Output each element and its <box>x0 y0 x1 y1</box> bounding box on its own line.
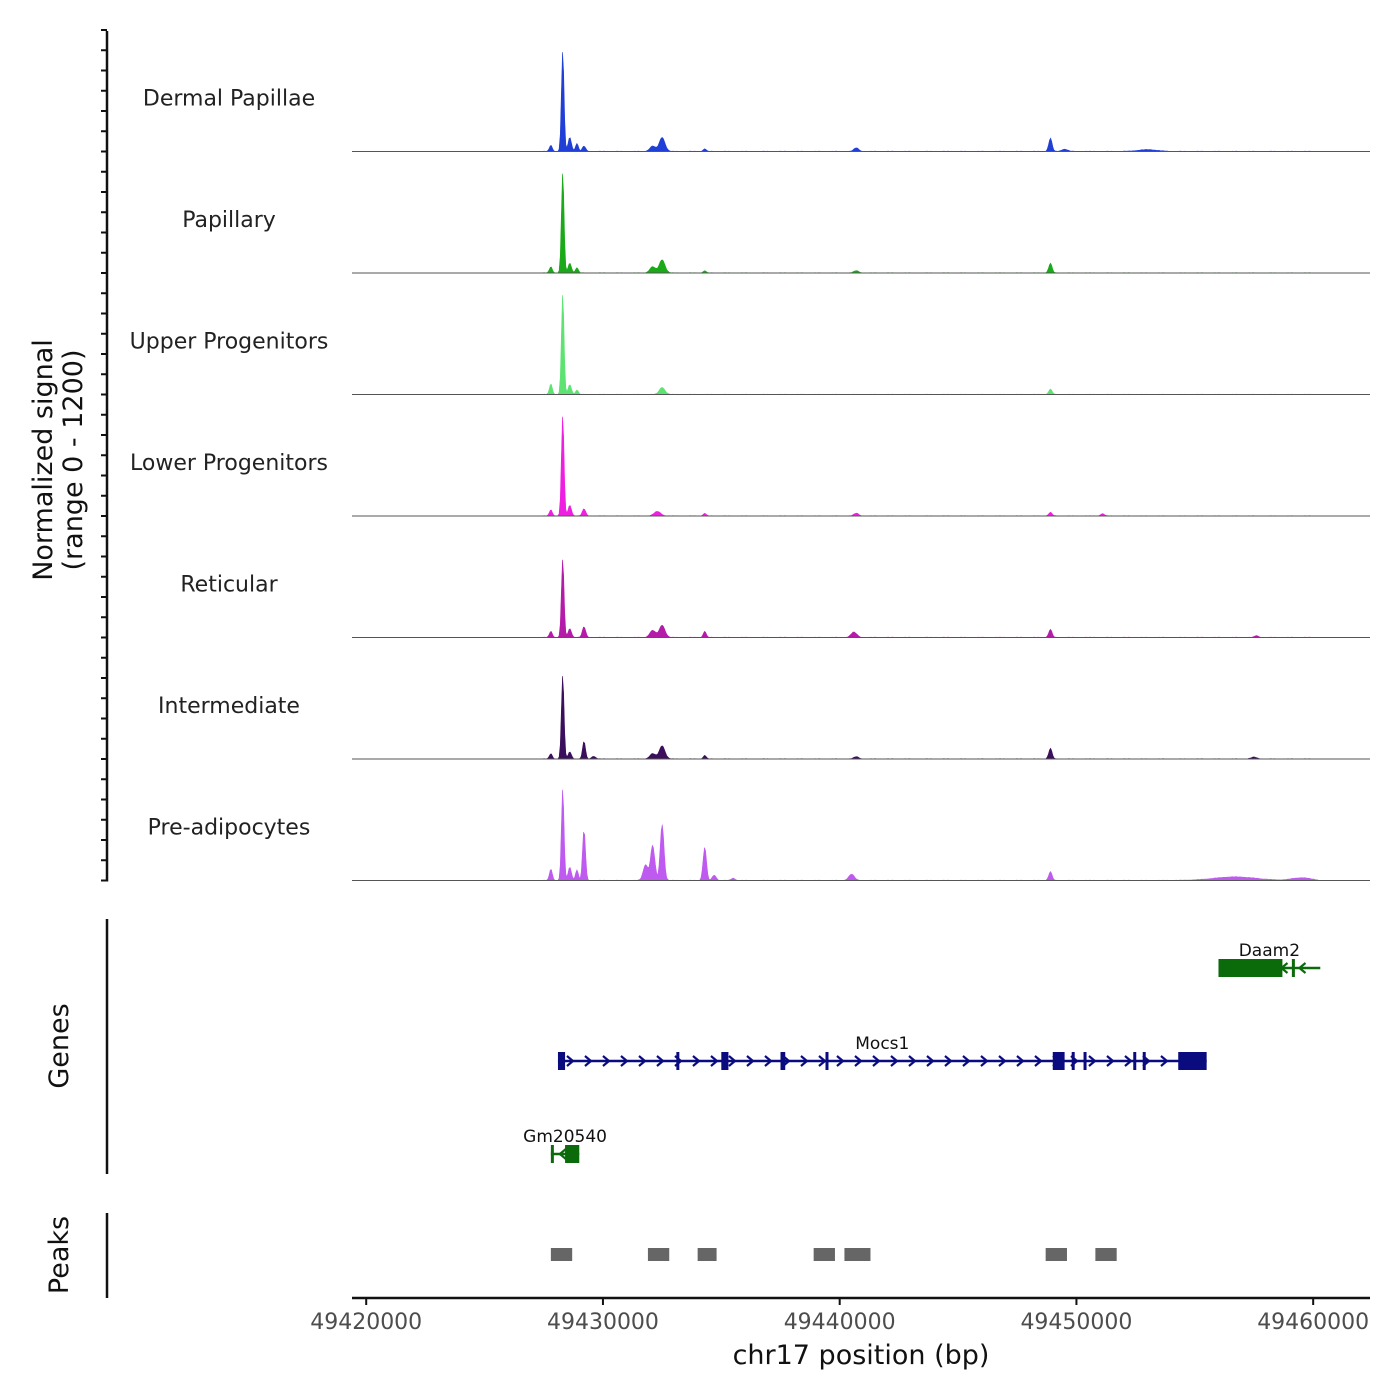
signal-area <box>541 559 1319 638</box>
peak-region <box>550 1248 573 1261</box>
strand-arrow <box>854 1055 863 1067</box>
gene-gm20540: Gm20540 <box>523 1127 607 1163</box>
track-label: Intermediate <box>158 694 300 719</box>
gene-exon <box>1133 1052 1137 1070</box>
peak-region <box>647 1248 670 1261</box>
strand-arrow <box>656 1055 665 1067</box>
strand-arrow <box>764 1055 773 1067</box>
strand-arrow <box>584 1055 593 1067</box>
peaks-track <box>550 1248 1117 1261</box>
peaks-track-label: Peaks <box>44 1216 75 1294</box>
signal-area <box>541 52 1319 152</box>
track-intermediate: Intermediate <box>158 676 1370 760</box>
gene-exon <box>550 1145 554 1163</box>
strand-arrow <box>602 1055 611 1067</box>
x-tick-label: 49460000 <box>1257 1310 1369 1335</box>
strand-arrow <box>908 1055 917 1067</box>
strand-arrow <box>962 1055 971 1067</box>
track-pre-adipocytes: Pre-adipocytes <box>148 789 1370 881</box>
x-tick-label: 49430000 <box>547 1310 659 1335</box>
x-axis-label: chr17 position (bp) <box>733 1340 990 1371</box>
signal-area <box>541 173 1319 274</box>
strand-arrow <box>1160 1055 1169 1067</box>
track-label: Dermal Papillae <box>143 87 315 112</box>
gene-exon <box>1052 1052 1065 1070</box>
peak-region <box>697 1248 717 1261</box>
gene-exon <box>721 1052 729 1070</box>
gene-exon <box>1142 1052 1146 1070</box>
strand-arrow <box>746 1055 755 1067</box>
strand-arrow <box>558 1148 567 1160</box>
gene-exon <box>676 1052 680 1070</box>
track-reticular: Reticular <box>180 559 1370 638</box>
strand-arrow <box>1034 1055 1043 1067</box>
gene-exon <box>1178 1052 1207 1070</box>
strand-arrow <box>998 1055 1007 1067</box>
gene-exon <box>1218 959 1283 977</box>
x-tick-label: 49450000 <box>1020 1310 1132 1335</box>
track-papillary: Papillary <box>182 173 1370 274</box>
gene-exon <box>557 1052 566 1070</box>
peak-region <box>844 1248 871 1261</box>
gene-name: Gm20540 <box>523 1127 607 1147</box>
signal-area <box>541 416 1319 517</box>
peak-region <box>813 1248 835 1261</box>
track-lower-progenitors: Lower Progenitors <box>130 416 1370 517</box>
y-axis-label-line1: Normalized signal <box>28 339 59 581</box>
gene-exon <box>1083 1052 1087 1070</box>
gene-name: Daam2 <box>1239 941 1300 961</box>
strand-arrow <box>1016 1055 1025 1067</box>
y-axis-label-line2: (range 0 - 1200) <box>58 350 89 571</box>
x-tick-label: 49440000 <box>784 1310 896 1335</box>
gene-name: Mocs1 <box>855 1034 909 1054</box>
coverage-y-axis <box>101 29 109 882</box>
track-label: Pre-adipocytes <box>148 816 311 841</box>
strand-arrow <box>1088 1055 1097 1067</box>
strand-arrow <box>692 1055 701 1067</box>
strand-arrow <box>818 1055 827 1067</box>
gene-mocs1: Mocs1 <box>557 1034 1207 1070</box>
x-tick-label: 49420000 <box>310 1310 422 1335</box>
gene-exon <box>780 1052 786 1070</box>
strand-arrow <box>710 1055 719 1067</box>
gene-exon <box>1071 1052 1075 1070</box>
track-label: Upper Progenitors <box>130 330 329 355</box>
track-label: Lower Progenitors <box>130 451 328 476</box>
genes-track: Daam2 Mocs1 Gm20540 <box>523 941 1321 1163</box>
strand-arrow <box>620 1055 629 1067</box>
signal-area <box>541 676 1319 760</box>
strand-arrow <box>836 1055 845 1067</box>
x-axis: 49420000 49430000 49440000 49450000 49460000 <box>310 1298 1369 1335</box>
strand-arrow <box>566 1055 575 1067</box>
strand-arrow <box>980 1055 989 1067</box>
signal-area <box>541 789 1319 881</box>
strand-arrow <box>638 1055 647 1067</box>
signal-area <box>541 295 1319 395</box>
peak-region <box>1095 1248 1117 1261</box>
track-upper-progenitors: Upper Progenitors <box>130 295 1370 395</box>
genes-track-label: Genes <box>44 1003 75 1088</box>
strand-arrow <box>1106 1055 1115 1067</box>
track-label: Reticular <box>180 573 278 598</box>
gene-daam2: Daam2 <box>1218 941 1321 977</box>
strand-arrow <box>890 1055 899 1067</box>
strand-arrow <box>926 1055 935 1067</box>
gene-exon <box>825 1052 829 1070</box>
track-dermal-papillae: Dermal Papillae <box>143 52 1370 152</box>
strand-arrow <box>728 1055 737 1067</box>
gene-exon <box>1291 959 1295 977</box>
strand-arrow <box>944 1055 953 1067</box>
strand-arrow <box>800 1055 809 1067</box>
strand-arrow <box>1297 962 1307 974</box>
strand-arrow <box>872 1055 881 1067</box>
track-label: Papillary <box>182 208 276 233</box>
peak-region <box>1045 1248 1067 1261</box>
strand-arrow <box>1124 1055 1133 1067</box>
coverage-tracks: Dermal Papillae Papillary Upper Progenitor… <box>130 52 1370 881</box>
gene-exon <box>565 1145 580 1163</box>
